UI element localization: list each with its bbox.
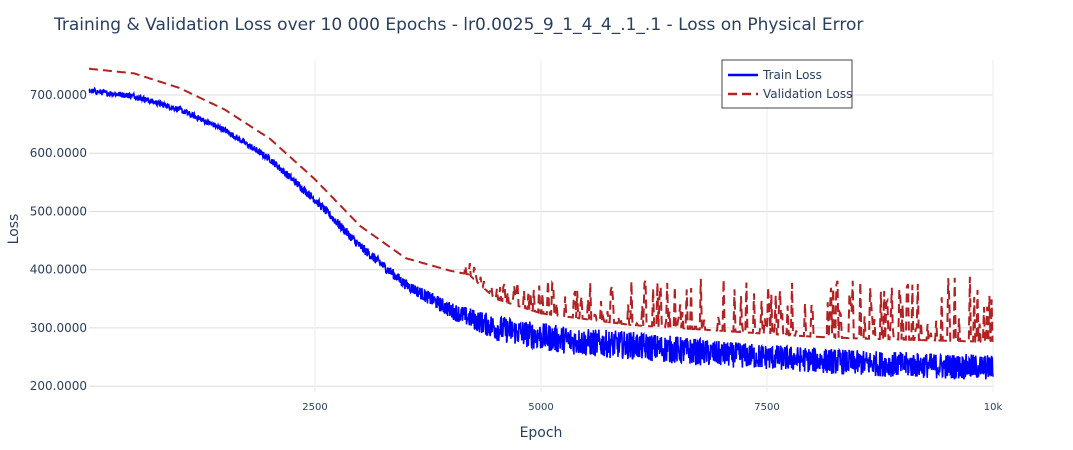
y-axis-ticks: 200.0000 300.0000 400.0000 500.0000 600.0000… <box>30 88 87 393</box>
y-tick-label: 600.0000 <box>30 146 87 160</box>
series-layer <box>88 67 994 380</box>
x-tick-label: 2500 <box>302 402 327 413</box>
legend-label-train: Train Loss <box>762 68 822 82</box>
series-line-train-loss <box>88 86 994 380</box>
legend-box <box>721 59 853 109</box>
y-tick-label: 200.0000 <box>30 379 87 393</box>
x-tick-label: 10k <box>984 402 1003 413</box>
legend: Train Loss Validation Loss <box>721 59 853 109</box>
y-tick-label: 300.0000 <box>30 321 87 335</box>
chart-title: Training & Validation Loss over 10 000 E… <box>53 15 863 35</box>
y-axis-title: Loss <box>6 214 22 245</box>
legend-label-validation: Validation Loss <box>763 87 852 101</box>
x-tick-label: 7500 <box>754 402 779 413</box>
x-axis-title: Epoch <box>520 425 563 441</box>
series-line-validation-loss <box>88 67 994 343</box>
y-tick-label: 500.0000 <box>30 204 87 218</box>
y-tick-label: 700.0000 <box>30 88 87 102</box>
x-tick-label: 5000 <box>528 402 553 413</box>
y-tick-label: 400.0000 <box>30 263 87 277</box>
gridlines <box>89 60 994 392</box>
x-axis-ticks: 2500 5000 7500 10k <box>302 402 1002 413</box>
